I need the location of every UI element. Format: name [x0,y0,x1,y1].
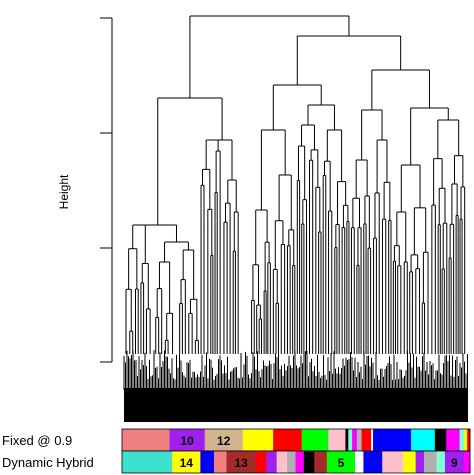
row-1-segment-8 [287,451,296,473]
dendrogram-leaves [123,350,468,422]
row-0-segment-label-1: 10 [180,434,194,448]
row-0-segment-5 [301,429,329,451]
row-1-segment-label-20: 9 [451,456,458,470]
row-0-segment-19 [467,429,471,451]
row-label-0: Fixed @ 0.9 [2,433,72,448]
row-1-segment-13 [355,451,364,473]
row-1-segment-14 [363,451,383,473]
row-1-segment-20 [444,451,465,473]
y-axis: Height [57,17,113,363]
row-1-segment-label-1: 14 [180,456,194,470]
row-1-segment-2 [200,451,215,473]
row-0-segment-13 [373,429,412,451]
row-1-segment-3 [213,451,228,473]
row-1-segment-4 [226,451,257,473]
row-0-segment-16 [446,429,461,451]
row-0-segment-6 [328,429,346,451]
row-label-1: Dynamic Hybrid [2,455,94,470]
module-color-rows: Fixed @ 0.9 10 12 Dynamic Hybrid 14 13 5 9 [2,428,471,474]
row-0-segment-4 [273,429,303,451]
row-0-segment-11 [361,429,372,451]
row-0-segment-15 [434,429,447,451]
row-0-segment-3 [242,429,274,451]
row-1-segment-9 [295,451,305,473]
row-border-1 [121,450,471,474]
row-0-segment-17 [459,429,465,451]
row-0-segment-0 [122,429,171,451]
row-1-segment-10 [303,451,315,473]
row-1-segment-17 [415,451,425,473]
row-1-segment-1 [172,451,201,473]
row-1-segment-18 [424,451,438,473]
row-1-segment-21 [463,451,471,473]
row-0-segment-10 [356,429,363,451]
row-1-segment-5 [255,451,267,473]
row-0-segment-12 [371,429,374,451]
row-1-segment-19 [436,451,446,473]
row-1-segment-0 [122,451,173,473]
row-0-segment-18 [464,429,468,451]
row-1-segment-6 [266,451,278,473]
y-ticks [100,17,112,363]
row-1-segment-15 [382,451,404,473]
row-0-segment-8 [348,429,353,451]
row-0-segment-1 [169,429,206,451]
leaf-dense-block [124,388,468,422]
row-1-segment-7 [276,451,288,473]
row-0-segment-7 [345,429,349,451]
dendrogram-tree [125,15,466,354]
row-1-segment-11 [314,451,328,473]
y-axis-label: Height [57,174,71,209]
row-0-segment-9 [352,429,358,451]
row-0-segment-14 [411,429,436,451]
row-1-segment-label-4: 13 [234,456,248,470]
row-1-segment-12 [326,451,356,473]
row-0-segment-label-2: 12 [217,434,231,448]
row-1-segment-16 [403,451,417,473]
row-0-segment-2 [204,429,244,451]
row-1-segment-label-12: 5 [338,456,345,470]
